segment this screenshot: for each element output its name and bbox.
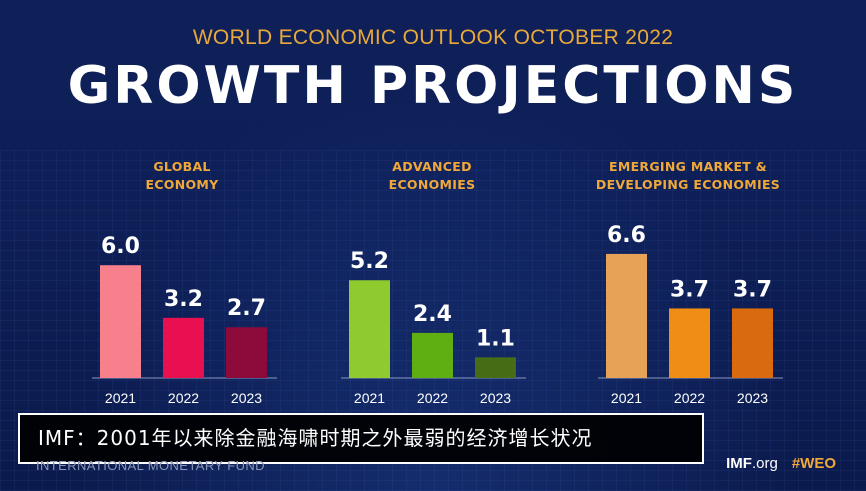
bar-global-2023 [226,327,267,378]
value-label-advanced-2023: 1.1 [476,326,515,351]
bar-global-2022 [163,317,204,378]
caption-banner: IMF：2001年以来除金融海啸时期之外最弱的经济增长状况 [18,413,704,464]
value-label-emerging-2023: 3.7 [733,277,772,302]
year-label-advanced-2022: 2022 [417,390,448,406]
value-label-global-2022: 3.2 [164,287,203,312]
footer-links: IMF.org #WEO [726,455,836,472]
panel-title-line: ECONOMIES [388,177,476,192]
panel-title-line: DEVELOPING ECONOMIES [595,177,781,192]
bar-global-2021 [100,265,141,378]
report-subtitle: WORLD ECONOMIC OUTLOOK OCTOBER 2022 [192,26,674,49]
site-link-rest[interactable]: .org [751,455,778,472]
bar-advanced-2022 [412,332,453,378]
year-label-emerging-2023: 2023 [737,390,768,406]
year-label-emerging-2021: 2021 [611,390,642,406]
year-label-advanced-2023: 2023 [480,390,511,406]
value-label-global-2023: 2.7 [227,296,266,321]
panel-title-advanced: ADVANCED ECONOMIES [352,158,512,194]
value-label-emerging-2021: 6.6 [607,223,646,248]
bar-emerging-2022 [669,308,710,378]
bar-emerging-2023 [732,308,773,378]
panel-title-emerging: EMERGING MARKET & DEVELOPING ECONOMIES [578,158,798,194]
panel-title-line: ECONOMY [145,177,219,192]
panel-title-line: ADVANCED [392,159,472,174]
bar-advanced-2023 [475,357,516,378]
bar-emerging-2021 [606,253,647,378]
year-label-global-2021: 2021 [105,390,136,406]
bar-advanced-2021 [349,280,390,378]
year-label-global-2023: 2023 [231,390,262,406]
value-label-emerging-2022: 3.7 [670,277,709,302]
value-label-advanced-2022: 2.4 [413,302,452,327]
page-title: GROWTH PROJECTIONS [67,56,799,116]
org-name: INTERNATIONAL MONETARY FUND [36,458,265,473]
year-label-global-2022: 2022 [168,390,199,406]
value-label-advanced-2021: 5.2 [350,249,389,274]
year-label-emerging-2022: 2022 [674,390,705,406]
panel-title-line: GLOBAL [153,159,211,174]
value-label-global-2021: 6.0 [101,234,140,259]
panel-title-line: EMERGING MARKET & [609,159,767,174]
year-label-advanced-2021: 2021 [354,390,385,406]
site-link-bold[interactable]: IMF [726,455,752,472]
panel-title-global: GLOBAL ECONOMY [102,158,262,194]
hashtag[interactable]: #WEO [791,455,836,472]
